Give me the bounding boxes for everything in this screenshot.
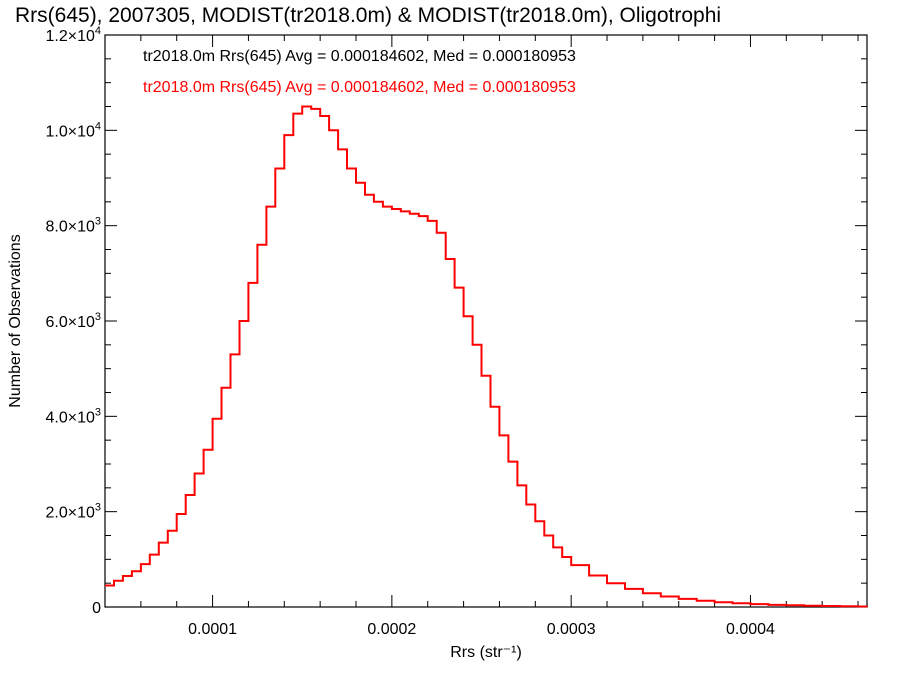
annotation-red: tr2018.0m Rrs(645) Avg = 0.000184602, Me… [143, 79, 576, 96]
plot-frame [104, 34, 868, 608]
y-tick-label: 6.0×103 [45, 311, 101, 331]
axes: 0.0001 0.0002 0.0003 0.0004 0 2.0×103 4.0×103 6… [45, 25, 868, 638]
x-tick-label: 0.0001 [188, 621, 237, 638]
histogram-series [105, 105, 868, 608]
chart-title: Rrs(645), 2007305, MODIST(tr2018.0m) & M… [15, 4, 721, 27]
x-tick-label: 0.0004 [726, 621, 775, 638]
y-axis-label: Number of Observations [7, 234, 24, 407]
annotation-black: tr2018.0m Rrs(645) Avg = 0.000184602, Me… [143, 48, 576, 65]
series-layer [105, 105, 868, 608]
y-tick-label: 1.0×104 [45, 120, 101, 140]
y-tick-label: 0 [92, 600, 101, 617]
y-tick-label: 8.0×103 [45, 216, 101, 236]
y-tick-label: 1.2×104 [45, 25, 101, 45]
y-tick-label: 4.0×103 [45, 406, 101, 426]
x-tick-label: 0.0003 [547, 621, 596, 638]
x-tick-label: 0.0002 [367, 621, 416, 638]
x-axis-label: Rrs (str⁻¹) [450, 644, 522, 661]
y-tick-label: 2.0×103 [45, 502, 101, 522]
